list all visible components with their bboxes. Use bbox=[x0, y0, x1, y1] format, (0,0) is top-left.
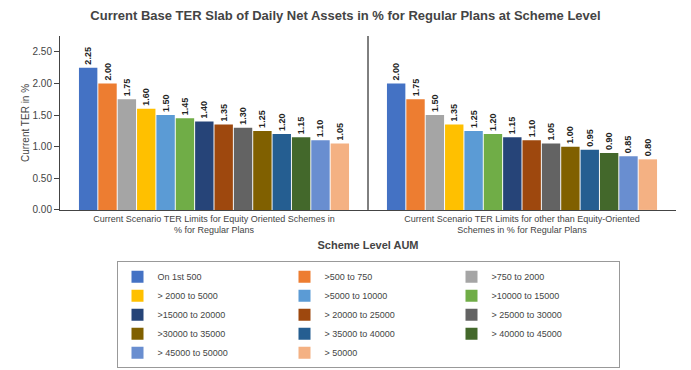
svg-text:1.35: 1.35 bbox=[219, 104, 229, 122]
svg-text:>10000 to 15000: >10000 to 15000 bbox=[492, 291, 560, 301]
svg-text:0.80: 0.80 bbox=[643, 139, 653, 157]
svg-text:Scheme Level AUM: Scheme Level AUM bbox=[317, 239, 418, 251]
svg-text:1.30: 1.30 bbox=[238, 107, 248, 125]
svg-text:1.50: 1.50 bbox=[161, 95, 171, 113]
svg-text:> 45000 to 50000: > 45000 to 50000 bbox=[158, 348, 228, 358]
svg-text:1.10: 1.10 bbox=[527, 120, 537, 138]
svg-text:>15000 to 20000: >15000 to 20000 bbox=[158, 310, 226, 320]
svg-text:1.45: 1.45 bbox=[180, 98, 190, 116]
svg-text:2.50: 2.50 bbox=[33, 46, 53, 57]
svg-text:1.20: 1.20 bbox=[277, 114, 287, 132]
svg-text:1.25: 1.25 bbox=[469, 110, 479, 128]
svg-text:>750 to 2000: >750 to 2000 bbox=[492, 272, 545, 282]
svg-text:2.25: 2.25 bbox=[83, 47, 93, 65]
svg-text:>30000 to 35000: >30000 to 35000 bbox=[158, 329, 226, 339]
svg-text:Current Scenario TER Limits fo: Current Scenario TER Limits for Equity O… bbox=[93, 214, 334, 236]
svg-text:On 1st 500: On 1st 500 bbox=[158, 272, 202, 282]
svg-text:2.00: 2.00 bbox=[33, 78, 53, 89]
svg-text:> 35000 to 40000: > 35000 to 40000 bbox=[325, 329, 395, 339]
svg-text:> 25000 to 30000: > 25000 to 30000 bbox=[492, 310, 562, 320]
svg-text:1.75: 1.75 bbox=[411, 79, 421, 97]
svg-text:> 20000 to 25000: > 20000 to 25000 bbox=[325, 310, 395, 320]
svg-text:2.00: 2.00 bbox=[103, 63, 113, 81]
svg-text:> 50000: > 50000 bbox=[325, 348, 358, 358]
svg-text:1.15: 1.15 bbox=[296, 117, 306, 135]
svg-text:> 2000 to 5000: > 2000 to 5000 bbox=[158, 291, 218, 301]
svg-text:>500 to 750: >500 to 750 bbox=[325, 272, 373, 282]
svg-text:1.00: 1.00 bbox=[565, 126, 575, 144]
svg-text:1.75: 1.75 bbox=[122, 79, 132, 97]
svg-text:Current Base TER Slab of Daily: Current Base TER Slab of Daily Net Asset… bbox=[90, 8, 600, 23]
svg-text:0.90: 0.90 bbox=[604, 132, 614, 150]
svg-text:1.35: 1.35 bbox=[449, 104, 459, 122]
svg-text:0.95: 0.95 bbox=[585, 129, 595, 147]
svg-text:> 40000 to 45000: > 40000 to 45000 bbox=[492, 329, 562, 339]
svg-text:1.05: 1.05 bbox=[335, 123, 345, 141]
svg-text:0.00: 0.00 bbox=[33, 204, 53, 215]
svg-text:Current Scenario TER Limits fo: Current Scenario TER Limits for other th… bbox=[404, 214, 639, 236]
svg-text:1.40: 1.40 bbox=[199, 101, 209, 119]
svg-text:0.85: 0.85 bbox=[623, 136, 633, 154]
svg-text:2.00: 2.00 bbox=[391, 63, 401, 81]
svg-text:1.20: 1.20 bbox=[488, 114, 498, 132]
svg-text:1.00: 1.00 bbox=[33, 141, 53, 152]
svg-text:1.05: 1.05 bbox=[546, 123, 556, 141]
svg-text:Current TER in %: Current TER in % bbox=[20, 84, 31, 162]
svg-text:>5000 to 10000: >5000 to 10000 bbox=[325, 291, 388, 301]
svg-text:1.50: 1.50 bbox=[430, 95, 440, 113]
svg-text:1.50: 1.50 bbox=[33, 110, 53, 121]
svg-text:1.60: 1.60 bbox=[141, 88, 151, 106]
svg-text:1.10: 1.10 bbox=[315, 120, 325, 138]
svg-text:1.15: 1.15 bbox=[507, 117, 517, 135]
svg-text:0.50: 0.50 bbox=[33, 173, 53, 184]
svg-text:1.25: 1.25 bbox=[257, 110, 267, 128]
